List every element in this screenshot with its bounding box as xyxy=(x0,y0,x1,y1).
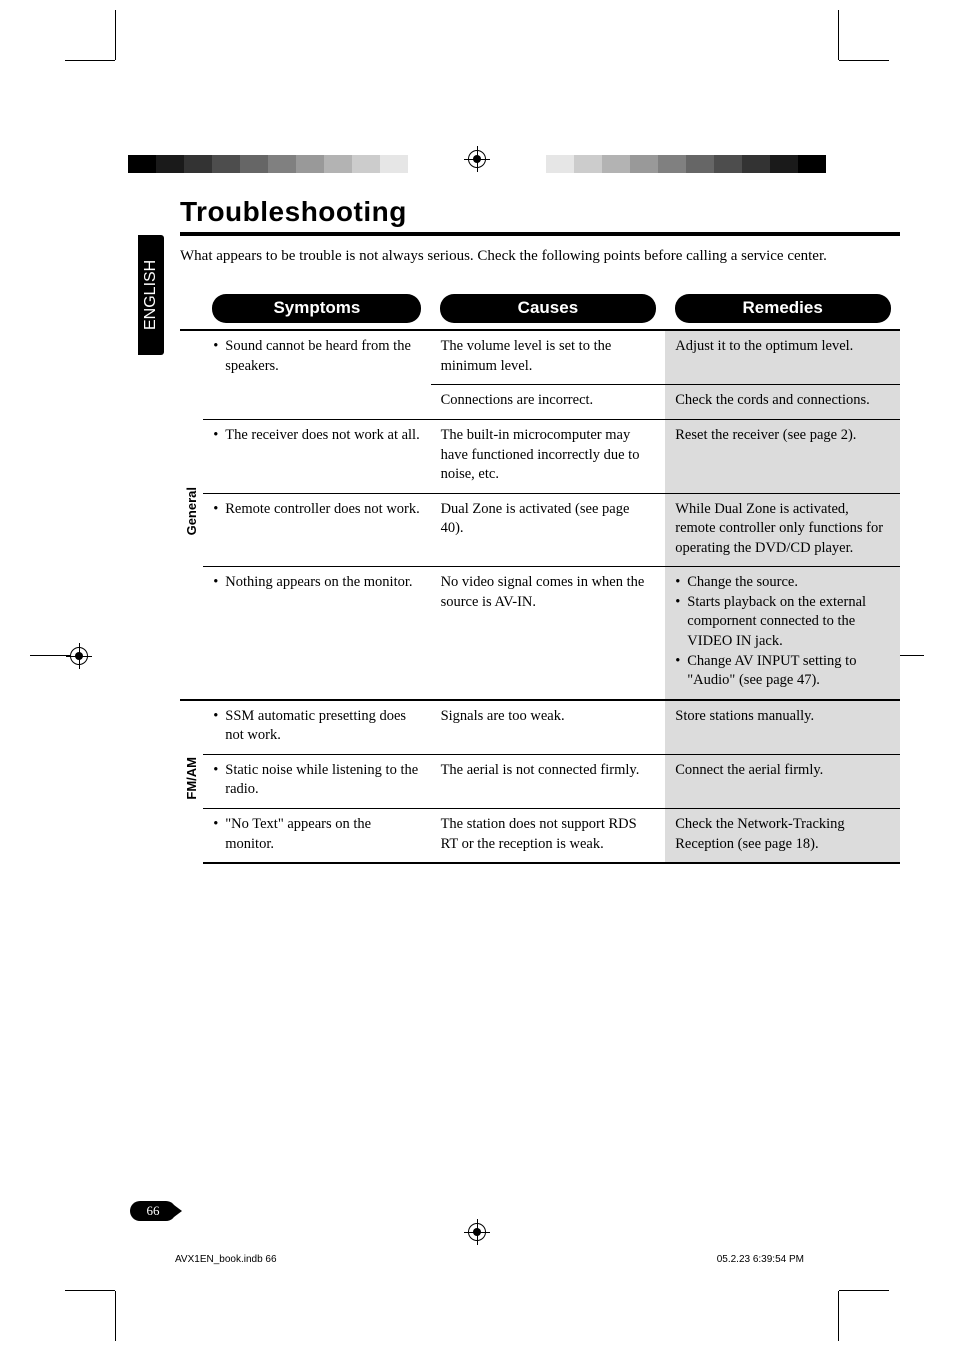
remedy-cell: Change the source.Starts playback on the… xyxy=(665,567,900,700)
registration-mark-icon xyxy=(468,150,486,168)
footer-timestamp: 05.2.23 6:39:54 PM xyxy=(717,1254,804,1265)
remedy-cell: While Dual Zone is activated, remote con… xyxy=(665,493,900,567)
cause-cell: Connections are incorrect. xyxy=(431,385,666,420)
remedy-cell: Connect the aerial firmly. xyxy=(665,754,900,808)
crop-mark xyxy=(838,1291,839,1341)
category-cell: FM/AM xyxy=(180,700,203,863)
crop-mark xyxy=(65,1290,115,1291)
table-row: Remote controller does not work.Dual Zon… xyxy=(180,493,900,567)
calibration-bar xyxy=(546,155,826,173)
table-row: FM/AMSSM automatic presetting does not w… xyxy=(180,700,900,755)
footer-filename: AVX1EN_book.indb 66 xyxy=(175,1254,277,1265)
category-label: General xyxy=(183,487,201,535)
page-number-badge: 66 xyxy=(130,1201,176,1221)
page-content: Troubleshooting What appears to be troub… xyxy=(180,196,900,864)
symptom-cell: The receiver does not work at all. xyxy=(203,419,430,493)
page-title: Troubleshooting xyxy=(180,196,900,228)
symptom-cell: Remote controller does not work. xyxy=(203,493,430,567)
title-rule xyxy=(180,232,900,236)
calibration-bar xyxy=(128,155,408,173)
intro-text: What appears to be trouble is not always… xyxy=(180,246,900,266)
table-row: The receiver does not work at all.The bu… xyxy=(180,419,900,493)
symptom-cell: Static noise while listening to the radi… xyxy=(203,754,430,808)
crop-mark xyxy=(65,60,115,61)
symptom-cell: Nothing appears on the monitor. xyxy=(203,567,430,700)
crop-mark xyxy=(839,1290,889,1291)
table-header-causes: Causes xyxy=(431,288,666,330)
cause-cell: No video signal comes in when the source… xyxy=(431,567,666,700)
language-tab: ENGLISH xyxy=(138,235,164,355)
registration-mark xyxy=(30,655,70,656)
cause-cell: Dual Zone is activated (see page 40). xyxy=(431,493,666,567)
crop-mark xyxy=(839,60,889,61)
crop-mark xyxy=(115,10,116,60)
cause-cell: The station does not support RDS RT or t… xyxy=(431,808,666,863)
cause-cell: The built-in microcomputer may have func… xyxy=(431,419,666,493)
table-row: "No Text" appears on the monitor.The sta… xyxy=(180,808,900,863)
table-row: GeneralSound cannot be heard from the sp… xyxy=(180,330,900,385)
remedy-cell: Reset the receiver (see page 2). xyxy=(665,419,900,493)
remedy-cell: Store stations manually. xyxy=(665,700,900,755)
table-row: Static noise while listening to the radi… xyxy=(180,754,900,808)
table-header-remedies: Remedies xyxy=(665,288,900,330)
registration-mark-icon xyxy=(468,1223,486,1241)
cause-cell: The aerial is not connected firmly. xyxy=(431,754,666,808)
table-row: Nothing appears on the monitor.No video … xyxy=(180,567,900,700)
crop-mark xyxy=(115,1291,116,1341)
category-label: FM/AM xyxy=(183,757,201,800)
category-cell: General xyxy=(180,330,203,699)
symptom-cell: Sound cannot be heard from the speakers. xyxy=(203,330,430,419)
remedy-cell: Adjust it to the optimum level. xyxy=(665,330,900,385)
symptom-cell: SSM automatic presetting does not work. xyxy=(203,700,430,755)
registration-mark-icon xyxy=(70,647,88,665)
symptom-cell: "No Text" appears on the monitor. xyxy=(203,808,430,863)
remedy-cell: Check the cords and connections. xyxy=(665,385,900,420)
remedy-cell: Check the Network-Tracking Reception (se… xyxy=(665,808,900,863)
troubleshooting-table: Symptoms Causes Remedies GeneralSound ca… xyxy=(180,288,900,864)
table-header-blank xyxy=(180,288,203,330)
table-header-symptoms: Symptoms xyxy=(203,288,430,330)
crop-mark xyxy=(838,10,839,60)
cause-cell: The volume level is set to the minimum l… xyxy=(431,330,666,385)
cause-cell: Signals are too weak. xyxy=(431,700,666,755)
